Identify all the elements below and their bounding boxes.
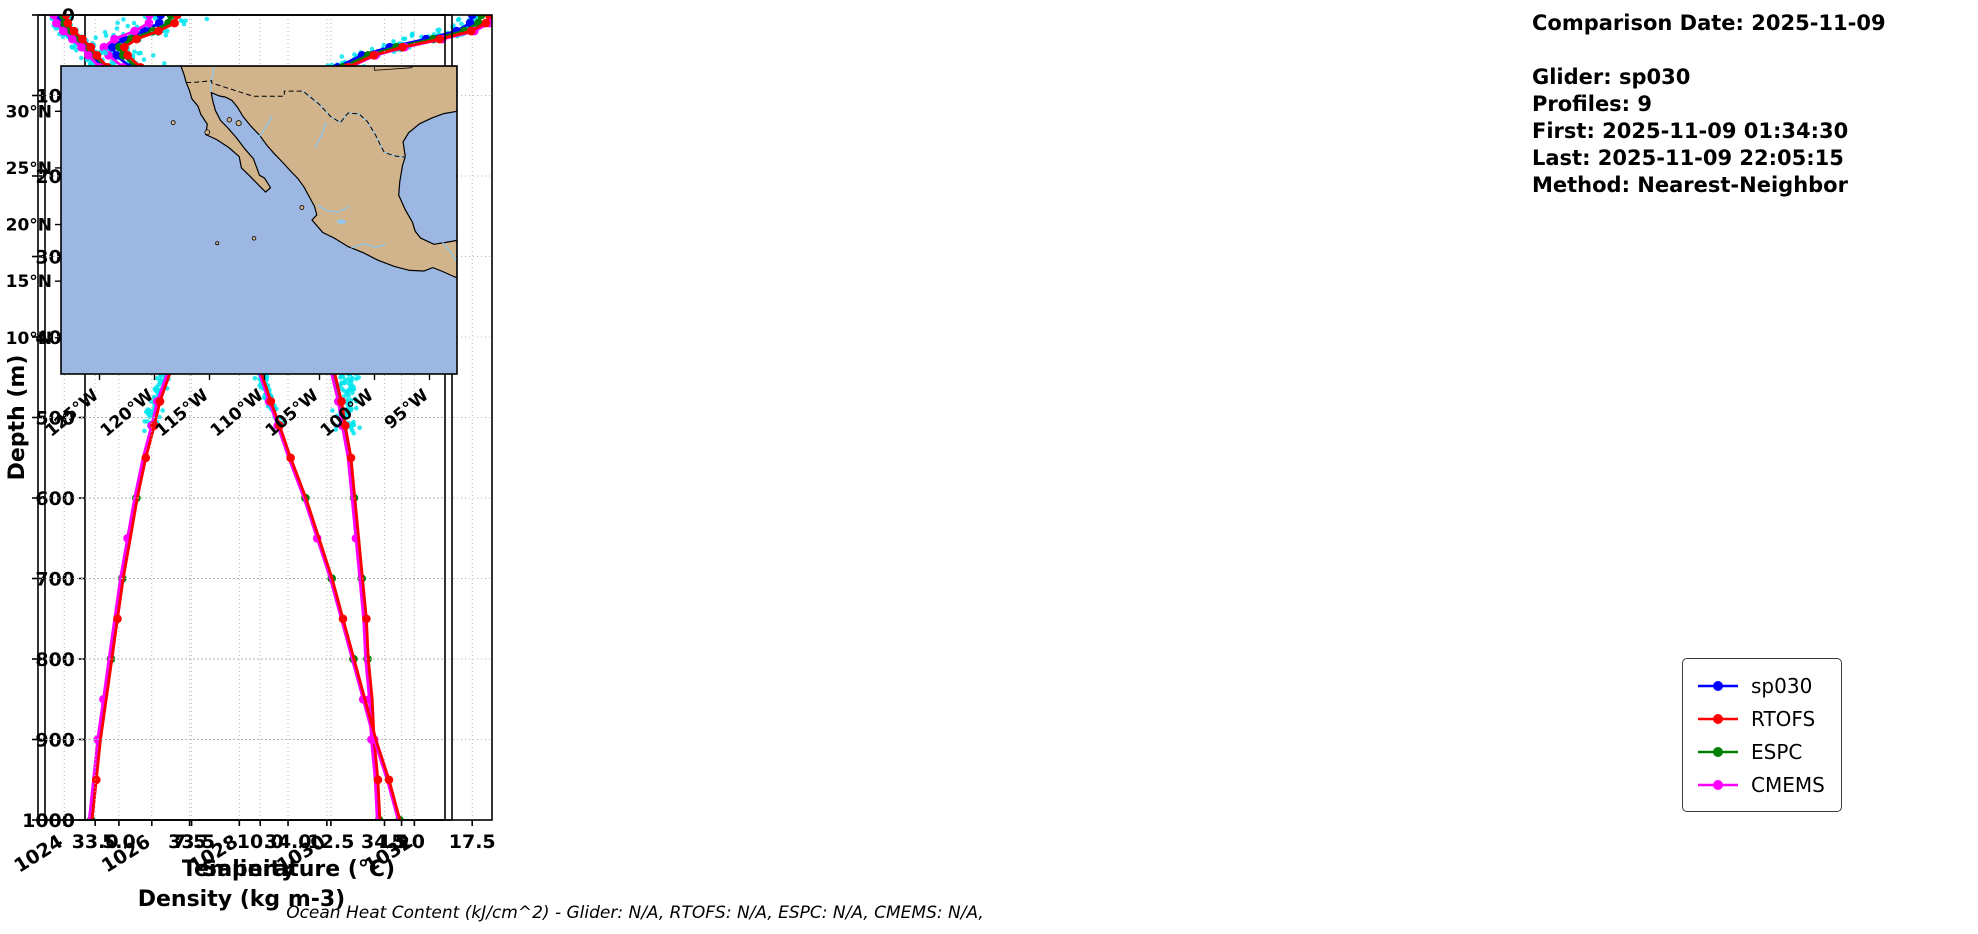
map-river (316, 204, 350, 213)
svg-text:105°W: 105°W (262, 385, 323, 441)
svg-text:33.5: 33.5 (168, 831, 215, 853)
map-island (235, 120, 242, 127)
svg-text:30°N: 30°N (6, 102, 52, 122)
legend-label-cmems: CMEMS (1751, 772, 1825, 797)
svg-text:95°W: 95°W (381, 385, 433, 433)
svg-text:100°W: 100°W (317, 385, 378, 441)
svg-text:12.5: 12.5 (307, 831, 354, 853)
map-admin-line (374, 66, 413, 71)
map-country-border (186, 80, 406, 158)
svg-text:7.5: 7.5 (173, 831, 207, 853)
svg-text:25°N: 25°N (6, 159, 52, 179)
legend-label-sp030: sp030 (1751, 673, 1813, 698)
svg-text:33.0: 33.0 (72, 831, 119, 853)
legend-dot-icon (1713, 713, 1723, 724)
svg-text:20°N: 20°N (6, 216, 52, 236)
map-river (442, 242, 457, 262)
legend-dot-icon (1713, 680, 1723, 691)
map-island (251, 236, 257, 241)
legend-dot-icon (1713, 779, 1723, 790)
map-river (314, 122, 327, 148)
svg-text:15°N: 15°N (6, 272, 52, 292)
last-profile-time-line: Last: 2025-11-09 22:05:15 (1532, 146, 1844, 170)
svg-text:Temperature (°C): Temperature (°C) (182, 857, 395, 882)
map-island (204, 129, 211, 136)
map-land (180, 66, 457, 279)
svg-text:10°N: 10°N (6, 329, 52, 349)
svg-text:Depth (m): Depth (m) (5, 355, 30, 481)
comparison-info-panel: Comparison Date: 2025-11-09 Glider: sp03… (1532, 10, 1972, 199)
svg-text:34.5: 34.5 (361, 831, 408, 853)
legend-marker-rtofs (1698, 713, 1738, 724)
legend-marker-espc (1698, 746, 1738, 757)
comparison-date-line: Comparison Date: 2025-11-09 (1532, 11, 1886, 35)
map-river (257, 115, 273, 139)
legend-item-cmems: CMEMS (1695, 768, 1825, 801)
map-island (170, 120, 176, 126)
legend-label-espc: ESPC (1751, 739, 1803, 764)
ohc-footer-text: Ocean Heat Content (kJ/cm^2) - Glider: N… (286, 903, 984, 923)
legend-item-sp030: sp030 (1695, 669, 1825, 702)
legend-dot-icon (1713, 746, 1723, 757)
legend-item-rtofs: RTOFS (1695, 702, 1825, 735)
legend-marker-sp030 (1698, 680, 1738, 691)
map-island (299, 205, 305, 210)
svg-text:17.5: 17.5 (449, 831, 496, 853)
info-spacer-line (1532, 37, 1972, 64)
svg-text:10.0: 10.0 (237, 831, 284, 853)
svg-text:115°W: 115°W (152, 385, 213, 441)
svg-text:1000: 1000 (22, 810, 75, 832)
svg-text:125°W: 125°W (42, 385, 103, 441)
location-map: 30°N 25°N 20°N 15°N 10°N 125°W120°W115°W110°W… (6, 65, 458, 441)
svg-text:1032: 1032 (361, 831, 418, 878)
svg-text:34.0: 34.0 (265, 831, 312, 853)
legend-marker-cmems (1698, 779, 1738, 790)
map-lake (337, 219, 346, 224)
profiles-count-line: Profiles: 9 (1532, 92, 1653, 116)
legend-label-rtofs: RTOFS (1751, 706, 1816, 731)
svg-text:1028: 1028 (185, 831, 242, 878)
map-river (351, 243, 386, 249)
svg-text:1026: 1026 (98, 831, 155, 878)
svg-text:Density (kg m-3): Density (kg m-3) (138, 887, 346, 912)
svg-text:1024: 1024 (10, 831, 67, 878)
map-island (215, 241, 220, 246)
method-line: Method: Nearest-Neighbor (1532, 173, 1848, 197)
svg-text:120°W: 120°W (97, 385, 158, 441)
first-profile-time-line: First: 2025-11-09 01:34:30 (1532, 119, 1849, 143)
map-island (226, 117, 232, 123)
svg-text:110°W: 110°W (207, 385, 268, 441)
svg-text:1030: 1030 (273, 831, 330, 878)
legend: sp030 RTOFS ESPC CMEMS (1682, 658, 1842, 812)
svg-text:15.0: 15.0 (378, 831, 425, 853)
glider-name-line: Glider: sp030 (1532, 65, 1691, 89)
svg-text:Salinity: Salinity (202, 857, 296, 882)
legend-item-espc: ESPC (1695, 735, 1825, 768)
svg-text:5.0: 5.0 (102, 831, 136, 853)
